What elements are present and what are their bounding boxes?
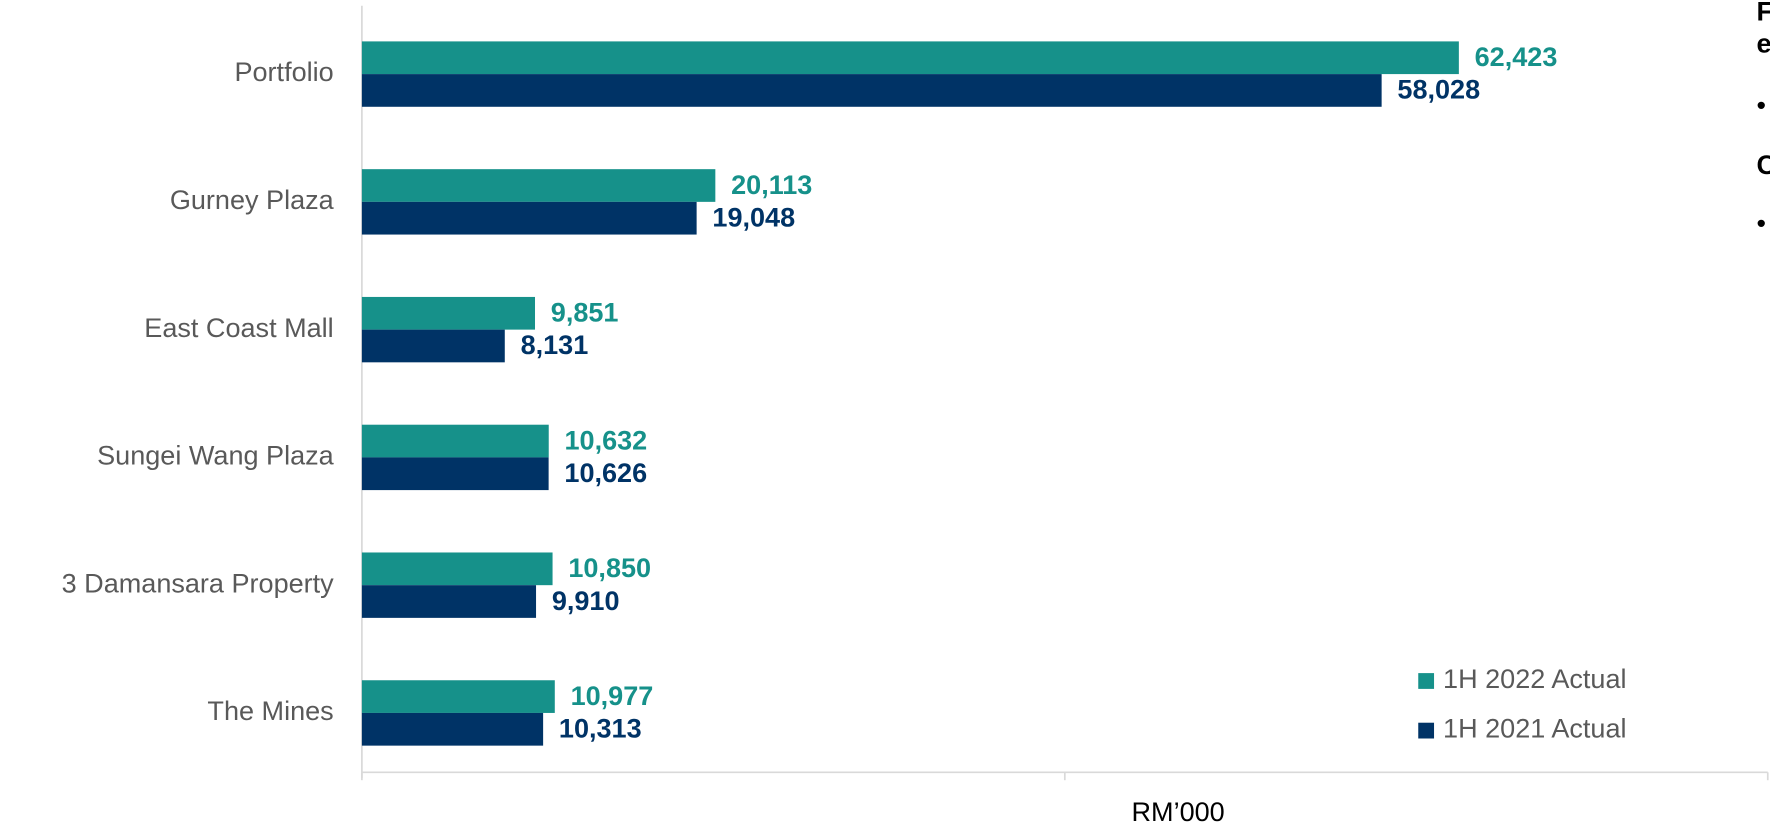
y-tick-label: Gurney Plaza (170, 185, 335, 215)
bullet: • (1756, 209, 1765, 239)
value-label: 58,028 (1397, 75, 1480, 105)
y-tick-label: Portfolio (234, 57, 333, 87)
value-label: 10,850 (568, 553, 651, 583)
bar (361, 41, 1459, 75)
bar (361, 552, 553, 586)
y-tick-label: East Coast Mall (144, 313, 333, 343)
side-text: C (1756, 150, 1770, 180)
bar (361, 329, 505, 363)
legend-swatch (1418, 722, 1435, 739)
legend-label: 1H 2022 Actual (1443, 664, 1626, 694)
x-axis-label: RM’000 (1132, 797, 1225, 827)
bar (361, 169, 716, 202)
bar (361, 296, 536, 330)
bar (361, 457, 549, 491)
y-tick-label: Sungei Wang Plaza (97, 441, 335, 471)
value-label: 9,851 (551, 298, 619, 328)
bar (361, 680, 555, 713)
value-label: 10,632 (565, 425, 648, 455)
bar (361, 201, 697, 235)
side-text: e (1756, 28, 1770, 58)
value-label: 20,113 (731, 170, 812, 200)
value-label: 62,423 (1475, 42, 1558, 72)
y-tick-label: The Mines (207, 696, 333, 726)
value-label: 9,910 (552, 586, 620, 616)
legend-label: 1H 2021 Actual (1443, 714, 1626, 744)
legend-swatch (1418, 673, 1435, 689)
value-label: 8,131 (521, 330, 589, 360)
side-text: F (1756, 0, 1770, 27)
value-label: 10,626 (564, 458, 647, 488)
bar (361, 712, 544, 746)
value-label: 19,048 (712, 202, 795, 232)
bar (361, 585, 537, 618)
bullet: • (1756, 90, 1765, 120)
bar (361, 424, 549, 458)
y-tick-label: 3 Damansara Property (62, 568, 335, 598)
value-label: 10,977 (571, 681, 654, 711)
bar (361, 74, 1382, 107)
value-label: 10,313 (559, 714, 642, 744)
